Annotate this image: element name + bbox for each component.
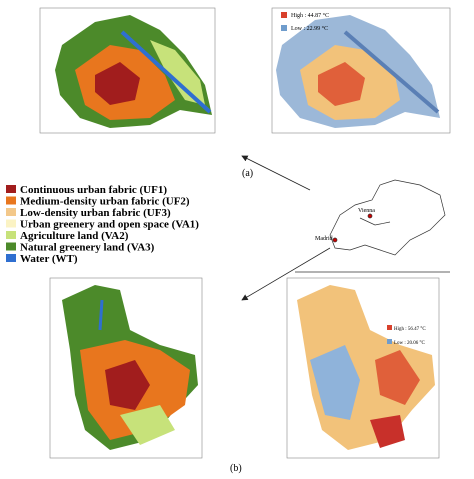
legend-label: Medium-density urban fabric (UF2) xyxy=(20,196,190,208)
legend-swatch xyxy=(6,254,16,262)
legend-swatch xyxy=(6,185,16,193)
europe-inset xyxy=(295,179,450,273)
panel-label: (b) xyxy=(230,463,242,474)
low-label: Low : 20.06 °C xyxy=(394,341,426,346)
city-label: Madrid xyxy=(315,236,333,242)
legend-label: Continuous urban fabric (UF1) xyxy=(20,184,167,196)
high-label: High : 44.87 °C xyxy=(291,12,329,19)
arrow xyxy=(241,155,311,191)
city-label: Vienna xyxy=(358,208,375,214)
legend-swatch xyxy=(6,231,16,239)
madrid-landuse-map xyxy=(62,285,198,450)
legend-label: Natural greenery land (VA3) xyxy=(20,242,155,254)
legend-label: Agriculture land (VA2) xyxy=(20,230,129,242)
vienna-landuse-map xyxy=(55,15,212,128)
low-label: Low : 22.99 °C xyxy=(291,25,328,32)
arrow xyxy=(241,247,331,301)
madrid-lst-map xyxy=(297,285,435,450)
legend-swatch xyxy=(6,219,16,228)
panel-label: (a) xyxy=(242,168,253,179)
map-frame xyxy=(271,7,451,134)
legend: Continuous urban fabric (UF1)Medium-dens… xyxy=(6,184,199,265)
legend-label: Urban greenery and open space (VA1) xyxy=(20,219,199,231)
high-label: High : 56.47 °C xyxy=(394,327,426,332)
legend-label: Low-density urban fabric (UF3) xyxy=(20,207,171,219)
vienna-lst-map xyxy=(276,12,440,128)
legend-swatch xyxy=(6,242,16,251)
map-frame xyxy=(39,7,216,134)
legend-swatch xyxy=(6,208,16,216)
legend-swatch xyxy=(6,196,16,205)
map-frame xyxy=(49,277,203,459)
legend-label: Water (WT) xyxy=(20,253,78,265)
map-frame xyxy=(286,277,440,459)
